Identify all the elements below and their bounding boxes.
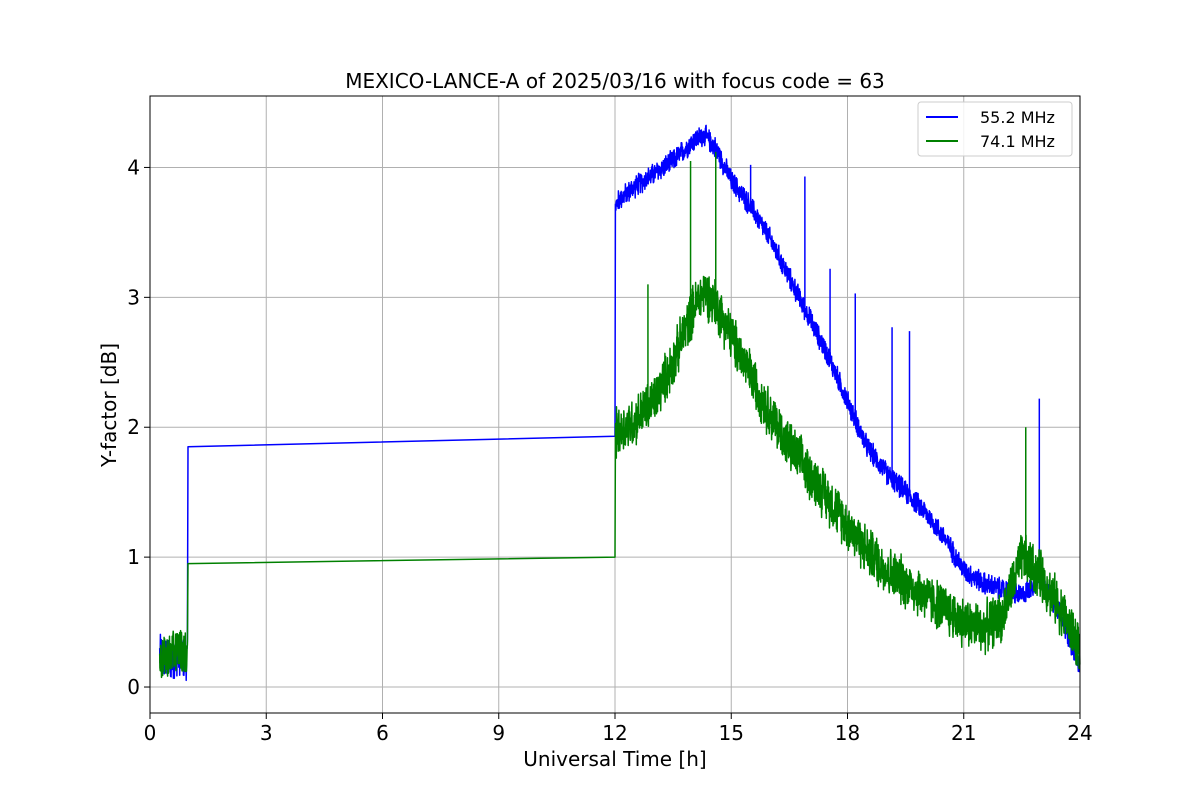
x-tick-label: 12	[602, 721, 627, 745]
y-tick-label: 2	[127, 415, 140, 439]
x-tick-label: 0	[144, 721, 157, 745]
legend-entry: 74.1 MHz	[980, 132, 1055, 151]
legend-entry: 55.2 MHz	[980, 108, 1055, 127]
y-tick-label: 3	[127, 285, 140, 309]
series-line-blue	[158, 124, 1081, 682]
x-tick-label: 15	[719, 721, 744, 745]
chart-title: MEXICO-LANCE-A of 2025/03/16 with focus …	[345, 69, 885, 93]
x-tick-label: 6	[376, 721, 389, 745]
x-tick-label: 9	[492, 721, 505, 745]
x-tick-label: 21	[951, 721, 976, 745]
legend-box	[917, 101, 1073, 157]
y-tick-label: 1	[127, 545, 140, 569]
legend: 55.2 MHz 74.1 MHz	[917, 101, 1073, 157]
y-axis-ticks: 0 1 2 3 4	[127, 155, 150, 699]
plot-area	[158, 124, 1081, 682]
x-axis-ticks: 0 3 6 9 12 15 18 21 24	[144, 713, 1093, 745]
y-tick-label: 0	[127, 675, 140, 699]
x-axis-label: Universal Time [h]	[523, 747, 706, 771]
series-line-green	[158, 275, 1081, 679]
x-tick-label: 3	[260, 721, 273, 745]
y-axis-label: Y-factor [dB]	[97, 343, 121, 468]
x-tick-label: 18	[835, 721, 860, 745]
y-tick-label: 4	[127, 155, 140, 179]
x-tick-label: 24	[1067, 721, 1092, 745]
